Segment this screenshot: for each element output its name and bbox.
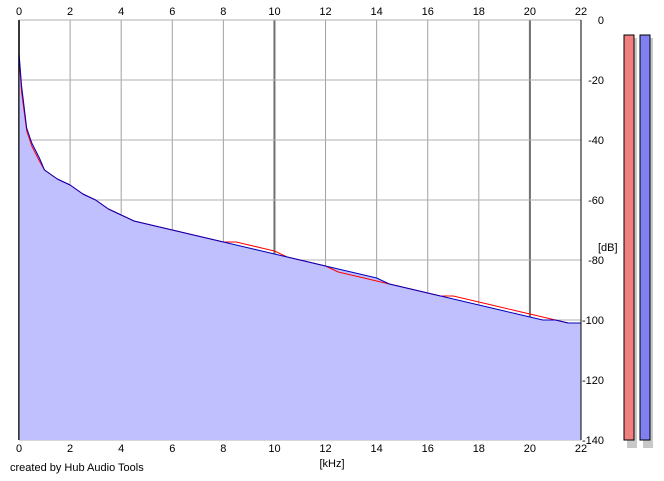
level-meter-right [639, 34, 651, 441]
x-tick-label-top: 22 [575, 6, 587, 18]
x-tick-label-top: 6 [169, 6, 175, 18]
x-tick-label-top: 14 [371, 6, 383, 18]
x-ticks-top: 0 2 4 6 8 10 12 14 16 18 20 22 [16, 6, 587, 18]
x-tick-label-top: 2 [67, 6, 73, 18]
x-tick-label-bottom: 18 [473, 443, 485, 455]
x-ticks-bottom: 0 2 4 6 8 10 12 14 16 18 20 22 [16, 443, 587, 455]
y-axis-label: [dB] [598, 242, 618, 254]
y-tick-label: 0 [598, 15, 604, 27]
x-tick-label-bottom: 12 [319, 443, 331, 455]
x-tick-label-bottom: 2 [67, 443, 73, 455]
spectrum-fill [19, 53, 581, 440]
x-tick-label-top: 8 [220, 6, 226, 18]
series-lines [18, 52, 581, 324]
y-tick-label: -140 [582, 435, 604, 447]
level-meter-left [623, 34, 635, 441]
x-tick-label-bottom: 14 [371, 443, 383, 455]
x-axis-label: [kHz] [319, 458, 344, 470]
x-tick-label-top: 10 [268, 6, 280, 18]
x-tick-label-top: 12 [319, 6, 331, 18]
x-tick-label-bottom: 4 [118, 443, 124, 455]
x-tick-label-top: 4 [118, 6, 124, 18]
x-tick-label-top: 0 [16, 6, 22, 18]
y-tick-label: -100 [582, 315, 604, 327]
series-line-1 [18, 52, 581, 324]
x-tick-label-bottom: 16 [422, 443, 434, 455]
x-tick-label-bottom: 0 [16, 443, 22, 455]
x-tick-label-top: 20 [524, 6, 536, 18]
credit-text: created by Hub Audio Tools [10, 462, 144, 474]
x-tick-label-top: 18 [473, 6, 485, 18]
x-tick-label-bottom: 10 [268, 443, 280, 455]
y-tick-label: -60 [588, 195, 604, 207]
y-ticks: 0 -20 -40 -60 -80 -100 -120 -140 [582, 15, 604, 447]
x-tick-label-bottom: 22 [575, 443, 587, 455]
y-tick-label: -40 [588, 135, 604, 147]
y-tick-label: -80 [588, 255, 604, 267]
x-tick-label-bottom: 20 [524, 443, 536, 455]
x-tick-label-top: 16 [422, 6, 434, 18]
x-tick-label-bottom: 8 [220, 443, 226, 455]
level-meters [623, 34, 653, 448]
x-tick-label-bottom: 6 [169, 443, 175, 455]
y-tick-label: -20 [588, 75, 604, 87]
y-tick-label: -120 [582, 375, 604, 387]
